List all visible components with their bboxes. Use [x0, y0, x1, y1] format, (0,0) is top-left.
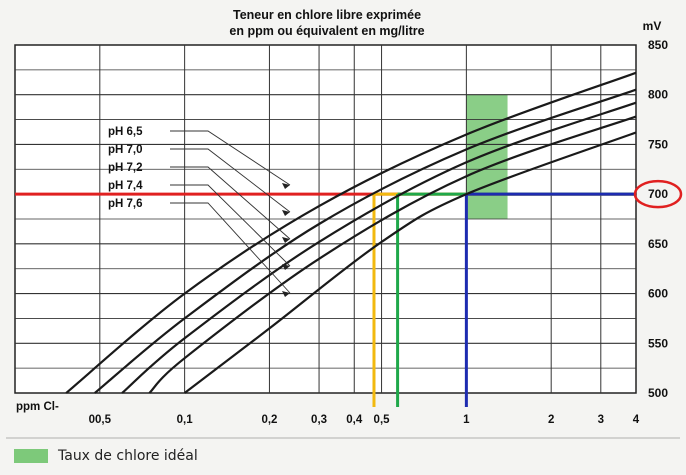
series-line: [121, 101, 637, 394]
legend-label: Taux de chlore idéal: [58, 448, 198, 464]
series-leader: [170, 166, 291, 240]
series-label: pH 7,2: [108, 162, 143, 174]
x-tick-label: 0,2: [261, 414, 277, 426]
series-line: [183, 131, 637, 394]
series-label: pH 7,4: [108, 180, 143, 192]
y-tick-label: 550: [648, 336, 668, 350]
y-axis-label: mV: [643, 19, 662, 33]
y-tick-label: 500: [648, 386, 668, 400]
x-tick-label: 1: [463, 414, 470, 426]
x-tick-label: 00,5: [89, 414, 112, 426]
series-leader: [170, 202, 291, 294]
series-arrow: [282, 264, 290, 270]
x-tick-label: 4: [633, 414, 640, 426]
series-arrow: [282, 237, 290, 243]
legend-swatch: [14, 449, 48, 463]
y-tick-label: 750: [648, 137, 668, 151]
ideal-band: [466, 94, 508, 219]
series-label: pH 6,5: [108, 126, 143, 138]
series-label: pH 7,0: [108, 144, 143, 156]
series-leader: [170, 130, 291, 186]
series-leader: [170, 148, 291, 213]
x-tick-label: 0,1: [177, 414, 194, 426]
legend: Taux de chlore idéal: [14, 448, 198, 464]
chart-title: en ppm ou équivalent en mg/litre: [229, 24, 424, 38]
x-axis-label: ppm Cl-: [16, 401, 59, 413]
chart-title: Teneur en chlore libre exprimée: [233, 8, 421, 22]
y-tick-label: 700: [648, 187, 668, 201]
x-tick-label: 3: [598, 414, 604, 426]
x-tick-label: 0,5: [374, 414, 391, 426]
highlight-tick-circle: [633, 179, 683, 209]
series-line: [94, 88, 637, 394]
series-label: pH 7,6: [108, 198, 143, 210]
series-line: [65, 71, 637, 394]
y-tick-label: 650: [648, 237, 668, 251]
y-tick-label: 850: [648, 38, 668, 52]
y-tick-label: 600: [648, 287, 668, 301]
series-line: [148, 115, 637, 394]
series-arrow: [282, 183, 290, 189]
x-tick-label: 2: [548, 414, 554, 426]
y-tick-label: 800: [648, 88, 668, 102]
series-arrow: [282, 291, 290, 297]
series-leader: [170, 184, 291, 267]
x-tick-label: 0,3: [311, 414, 327, 426]
x-tick-label: 0,4: [346, 414, 363, 426]
series-arrow: [282, 210, 290, 216]
